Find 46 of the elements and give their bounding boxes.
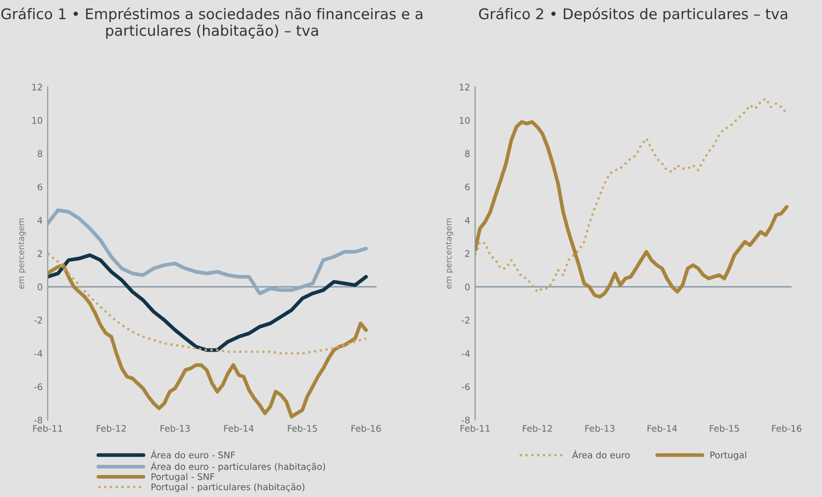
y-tick-label: -2 [34,316,42,324]
y-axis-title: em percentagem [446,218,454,289]
y-tick-label: 8 [38,150,42,158]
x-tick-label: Feb-12 [96,424,126,432]
y-tick-label: 2 [465,250,470,257]
y-tick-label: 4 [464,217,470,224]
chart-title: Gráfico 1 • Empréstimos a sociedades não financeiras e a particulares (habitação) – tva [1,7,422,39]
y-tick-label: 6 [465,184,470,190]
y-tick-label: 10 [32,117,42,124]
y-tick-label: 6 [38,184,42,190]
chart-title: Gráfico 2 • Depósitos de particulares – tva [479,7,788,22]
y-tick-label: 12 [32,84,42,90]
y-tick-label: 0 [465,284,470,290]
x-tick-label: Feb-16 [352,424,381,432]
y-tick-label: 12 [460,84,470,90]
x-tick-label: Feb-16 [772,424,802,432]
legend-label: Portugal [710,451,746,460]
legend-label: Portugal - particulares (habitação) [152,483,304,492]
x-tick-label: Feb-13 [585,424,614,432]
y-tick-label: 0 [38,284,42,290]
y-tick-label: 10 [460,117,470,124]
y-tick-label: 8 [465,150,470,158]
legend-label: Área do euro [572,450,630,458]
y-tick-label: -4 [462,350,470,357]
x-tick-label: Feb-14 [648,424,677,432]
legend-label: Área do euro - particulares (habitação) [150,461,326,472]
x-tick-label: Feb-11 [460,424,490,432]
x-tick-label: Feb-13 [160,424,190,432]
x-tick-label: Feb-15 [288,424,317,432]
legend-label: Área do euro - SNF [150,450,235,458]
legend-label: Portugal - SNF [152,473,214,482]
line-series [48,263,368,418]
y-tick-label: 4 [38,217,42,224]
y-tick-label: -6 [462,383,470,390]
line-series [48,208,368,296]
y-tick-label: 2 [38,250,42,257]
y-axis-title: em percentagem [18,218,26,289]
y-tick-label: -8 [34,416,42,424]
y-tick-label: -8 [462,416,470,424]
x-tick-label: Feb-12 [522,424,552,432]
x-tick-label: Feb-14 [224,424,254,432]
x-tick-label: Feb-15 [710,424,739,432]
y-tick-label: -4 [34,350,42,357]
y-tick-label: -6 [34,383,42,390]
y-tick-label: -2 [462,316,470,324]
x-tick-label: Feb-11 [33,424,62,432]
